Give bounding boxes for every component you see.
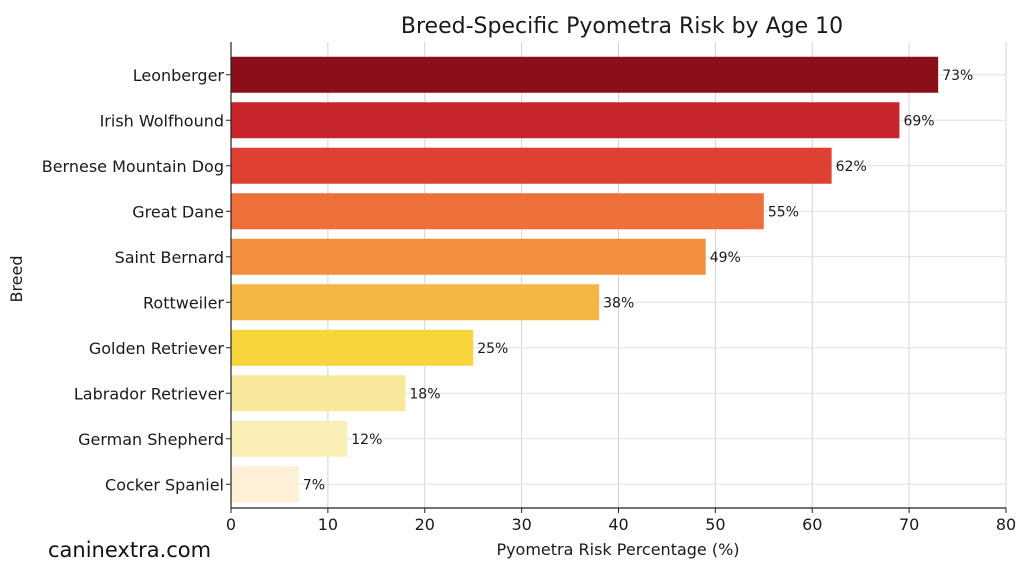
x-tick-label-2: 20 [415,515,435,534]
y-tick-label-0: Leonberger [133,66,225,85]
bar-value-label-2: 62% [836,159,867,175]
x-axis-label: Pyometra Risk Percentage (%) [496,540,739,559]
bar-2 [231,147,832,184]
bar-value-label-9: 7% [303,477,325,493]
bar-value-label-8: 12% [351,432,382,448]
y-tick-label-8: German Shepherd [78,430,224,449]
bar-value-label-7: 18% [409,386,440,402]
x-tick-label-6: 60 [802,515,822,534]
bar-3 [231,193,764,230]
y-tick-label-6: Golden Retriever [89,339,225,358]
x-tick-labels: 0 10 20 30 40 50 60 70 80 [226,508,1016,534]
bar-value-label-3: 55% [768,204,799,220]
bar-5 [231,284,600,321]
y-tick-label-4: Saint Bernard [115,248,224,267]
chart-title: Breed-Specific Pyometra Risk by Age 10 [401,14,843,39]
watermark: caninextra.com [48,538,212,562]
x-tick-label-8: 80 [996,515,1016,534]
x-tick-label-1: 10 [318,515,338,534]
y-tick-label-5: Rottweiler [143,293,224,312]
x-tick-label-3: 30 [511,515,531,534]
bar-8 [231,420,348,457]
bar-value-label-5: 38% [603,295,634,311]
bar-0 [231,56,939,93]
x-tick-label-7: 70 [899,515,919,534]
y-axis-label: Breed [7,255,26,302]
x-tick-label-0: 0 [226,515,236,534]
y-tick-label-9: Cocker Spaniel [105,475,224,494]
bar-value-label-6: 25% [477,341,508,357]
y-tick-label-3: Great Dane [132,202,224,221]
bar-6 [231,329,474,366]
y-tick-label-2: Bernese Mountain Dog [42,157,224,176]
bar-1 [231,102,900,139]
y-tick-label-7: Labrador Retriever [74,384,225,403]
x-tick-label-5: 50 [705,515,725,534]
bars [231,56,939,503]
bar-9 [231,466,299,503]
y-tick-labels: Leonberger Irish Wolfhound Bernese Mountai… [42,66,231,494]
x-tick-label-4: 40 [608,515,628,534]
bar-value-label-1: 69% [903,113,934,129]
bar-4 [231,238,706,275]
bar-value-label-4: 49% [710,250,741,266]
bar-value-labels: 73% 69% 62% 55% 49% 38% 25% 18% 12% 7% [303,68,974,494]
bar-7 [231,375,406,412]
bar-value-label-0: 73% [942,68,973,84]
y-tick-label-1: Irish Wolfhound [100,111,224,130]
